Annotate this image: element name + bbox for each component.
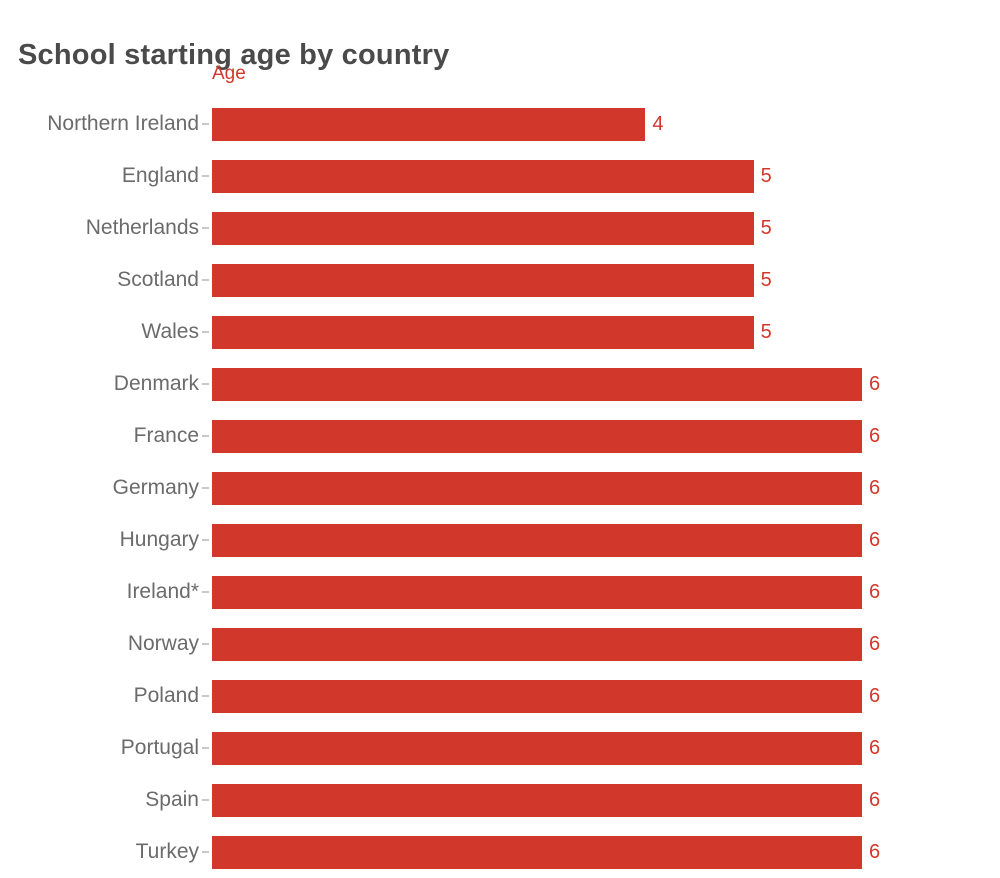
category-label: Northern Ireland (47, 112, 199, 135)
bar-row: Scotland 5 (0, 254, 1000, 306)
bar-row: Norway 6 (0, 618, 1000, 670)
bar-value-label: 6 (869, 424, 881, 447)
bar (212, 679, 862, 713)
bar (212, 731, 862, 765)
bar-value-label: 6 (869, 476, 881, 499)
bar (212, 263, 754, 297)
bar-row: Denmark 6 (0, 358, 1000, 410)
bar-value-label: 6 (869, 372, 881, 395)
axis-tick (202, 331, 209, 333)
axis-tick (202, 227, 209, 229)
bar-row: Hungary 6 (0, 514, 1000, 566)
bar (212, 367, 862, 401)
category-label: Scotland (117, 268, 199, 291)
bar-row: Spain 6 (0, 774, 1000, 826)
axis-tick (202, 175, 209, 177)
category-label: Hungary (119, 528, 199, 551)
bar-value-label: 6 (869, 684, 881, 707)
axis-tick (202, 851, 209, 853)
bar (212, 575, 862, 609)
axis-tick (202, 591, 209, 593)
age-axis-label: Age (212, 63, 246, 84)
bar-row: France 6 (0, 410, 1000, 462)
category-label: Wales (141, 320, 199, 343)
bar-value-label: 5 (760, 268, 772, 291)
bar-value-label: 6 (869, 788, 881, 811)
bar-row: Poland 6 (0, 670, 1000, 722)
bar-row: Turkey 6 (0, 826, 1000, 878)
bar (212, 783, 862, 817)
category-label: Turkey (135, 840, 199, 863)
bar (212, 627, 862, 661)
category-label: Spain (145, 788, 199, 811)
bar-row: England 5 (0, 150, 1000, 202)
page-title: School starting age by country (18, 39, 450, 72)
bar-value-label: 5 (760, 216, 772, 239)
bar (212, 471, 862, 505)
bar-row: Germany 6 (0, 462, 1000, 514)
axis-tick (202, 695, 209, 697)
bar-value-label: 6 (869, 528, 881, 551)
axis-tick (202, 279, 209, 281)
category-label: Germany (112, 476, 199, 499)
bar-value-label: 6 (869, 736, 881, 759)
bar (212, 211, 754, 245)
bar-value-label: 6 (869, 632, 881, 655)
category-label: France (133, 424, 199, 447)
category-label: Denmark (113, 372, 199, 395)
axis-tick (202, 747, 209, 749)
axis-tick (202, 383, 209, 385)
bar-chart: Northern Ireland 4 England 5 Netherlands… (0, 98, 1000, 878)
bar (212, 419, 862, 453)
bar-row: Northern Ireland 4 (0, 98, 1000, 150)
axis-tick (202, 539, 209, 541)
bar-row: Ireland* 6 (0, 566, 1000, 618)
axis-tick (202, 487, 209, 489)
bar (212, 159, 754, 193)
bar-value-label: 4 (652, 112, 664, 135)
axis-tick (202, 123, 209, 125)
bar-value-label: 6 (869, 840, 881, 863)
bar-value-label: 6 (869, 580, 881, 603)
category-label: Norway (127, 632, 199, 655)
bar-row: Netherlands 5 (0, 202, 1000, 254)
bar-value-label: 5 (760, 164, 772, 187)
category-label: Portugal (120, 736, 199, 759)
bar (212, 107, 646, 141)
bar (212, 835, 862, 869)
bar-row: Portugal 6 (0, 722, 1000, 774)
category-label: Poland (133, 684, 199, 707)
category-label: Netherlands (85, 216, 199, 239)
bar-row: Wales 5 (0, 306, 1000, 358)
category-label: Ireland* (126, 580, 199, 603)
category-label: England (121, 164, 199, 187)
axis-tick (202, 643, 209, 645)
bar-value-label: 5 (760, 320, 772, 343)
bar (212, 523, 862, 557)
axis-tick (202, 799, 209, 801)
axis-tick (202, 435, 209, 437)
bar (212, 315, 754, 349)
